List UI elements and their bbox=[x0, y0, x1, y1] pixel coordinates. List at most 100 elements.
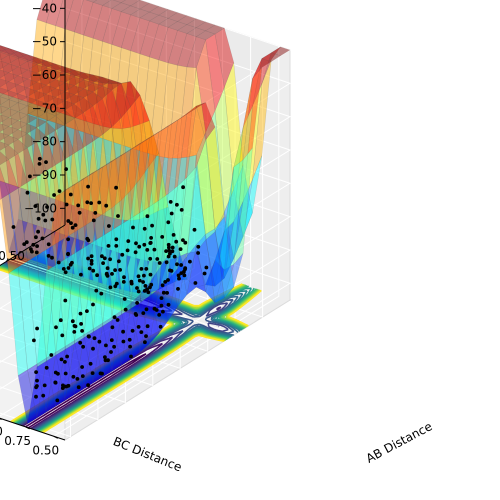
trajectory-point bbox=[57, 189, 62, 194]
x-tick bbox=[33, 241, 38, 245]
surface-patch bbox=[45, 79, 66, 89]
trajectory-point bbox=[36, 216, 41, 221]
surface-patch bbox=[45, 65, 66, 115]
trajectory-point bbox=[66, 219, 71, 223]
surface-patch bbox=[36, 249, 56, 359]
surface-patch bbox=[224, 253, 244, 299]
surface-patch bbox=[224, 127, 244, 232]
surface-patch bbox=[177, 154, 197, 258]
trajectory-point bbox=[78, 340, 83, 345]
y-tick bbox=[53, 435, 58, 439]
surface-patch bbox=[0, 114, 10, 124]
trajectory-point bbox=[91, 346, 95, 351]
surface-patch bbox=[102, 207, 122, 318]
surface-patch bbox=[17, 61, 38, 71]
trajectory-point bbox=[148, 241, 153, 246]
surface-patch bbox=[102, 8, 122, 45]
trajectory-point bbox=[85, 200, 90, 205]
z-tick-label: −90 bbox=[32, 168, 57, 182]
trajectory-point bbox=[89, 258, 94, 263]
surface-patch bbox=[36, 57, 56, 70]
surface-patch bbox=[0, 117, 19, 127]
surface-patch bbox=[17, 113, 38, 223]
trajectory-point bbox=[126, 239, 131, 244]
z-tick-label: −50 bbox=[32, 35, 57, 49]
surface-patch bbox=[36, 170, 56, 250]
y-tick-label: 0.75 bbox=[4, 434, 31, 448]
trajectory-point bbox=[45, 205, 49, 209]
surface-patch bbox=[27, 64, 47, 74]
surface-patch bbox=[148, 6, 169, 16]
surface-patch bbox=[74, 240, 94, 278]
surface-patch bbox=[36, 67, 57, 77]
grid-line bbox=[0, 0, 111, 310]
surface-patch bbox=[0, 105, 10, 115]
surface-patch bbox=[205, 24, 225, 35]
surface-patch bbox=[46, 129, 66, 166]
surface-patch bbox=[120, 50, 141, 149]
surface-patch bbox=[92, 161, 113, 243]
trajectory-point bbox=[63, 360, 67, 364]
surface-patch bbox=[92, 229, 113, 333]
surface-patch bbox=[27, 363, 47, 419]
trajectory-point bbox=[25, 190, 30, 195]
trajectory-point bbox=[100, 371, 104, 376]
surface-patch bbox=[36, 93, 57, 104]
surface-patch bbox=[0, 48, 19, 56]
trajectory-point bbox=[71, 374, 76, 379]
surface-patch bbox=[17, 78, 38, 89]
surface-patch bbox=[242, 66, 263, 161]
trajectory-point bbox=[110, 325, 115, 330]
trajectory-point bbox=[176, 273, 181, 278]
surface-patch bbox=[8, 187, 28, 268]
trajectory-point bbox=[166, 254, 171, 259]
trajectory-point bbox=[142, 273, 146, 278]
surface-patch bbox=[121, 303, 141, 360]
surface-patch bbox=[45, 25, 66, 124]
grid-line bbox=[0, 118, 181, 369]
surface-patch bbox=[111, 149, 131, 231]
surface-patch bbox=[8, 183, 28, 259]
trajectory-point bbox=[65, 354, 69, 359]
trajectory-point bbox=[161, 290, 166, 295]
x-tick-label: 0.50 bbox=[0, 249, 25, 263]
surface-patch bbox=[149, 125, 169, 139]
surface-patch bbox=[130, 206, 150, 309]
surface-patch bbox=[130, 123, 150, 220]
surface-patch bbox=[92, 85, 113, 99]
grid-line bbox=[0, 135, 154, 387]
trajectory-point bbox=[142, 242, 147, 247]
surface-patch bbox=[92, 5, 113, 42]
trajectory-point bbox=[43, 218, 48, 223]
surface-patch bbox=[149, 120, 169, 211]
surface-patch bbox=[186, 67, 206, 158]
surface-patch bbox=[158, 119, 178, 133]
trajectory-point bbox=[157, 261, 162, 265]
surface-patch bbox=[8, 139, 28, 154]
surface-patch bbox=[196, 239, 216, 287]
surface-patch bbox=[17, 186, 38, 263]
trajectory-point bbox=[135, 286, 139, 290]
surface-patch bbox=[83, 167, 103, 248]
trajectory-point bbox=[107, 224, 111, 228]
trajectory-point bbox=[112, 315, 117, 320]
trajectory-point bbox=[139, 330, 144, 334]
trajectory-point bbox=[80, 374, 85, 378]
trajectory-point bbox=[78, 311, 83, 316]
y-axis-line bbox=[0, 224, 66, 267]
surface-patch bbox=[17, 114, 38, 125]
trajectory-point bbox=[127, 337, 132, 342]
surface-patch bbox=[139, 95, 160, 167]
surface-patch bbox=[121, 106, 141, 192]
trajectory-point bbox=[175, 202, 179, 207]
surface-patch bbox=[121, 81, 141, 128]
surface-patch bbox=[36, 192, 56, 269]
trajectory-point bbox=[160, 235, 165, 239]
surface-patch bbox=[64, 247, 85, 350]
surface-patch bbox=[36, 228, 56, 266]
surface-patch bbox=[139, 215, 160, 293]
surface-patch bbox=[17, 105, 38, 116]
surface-patch bbox=[130, 293, 150, 353]
surface-patch bbox=[214, 263, 235, 304]
